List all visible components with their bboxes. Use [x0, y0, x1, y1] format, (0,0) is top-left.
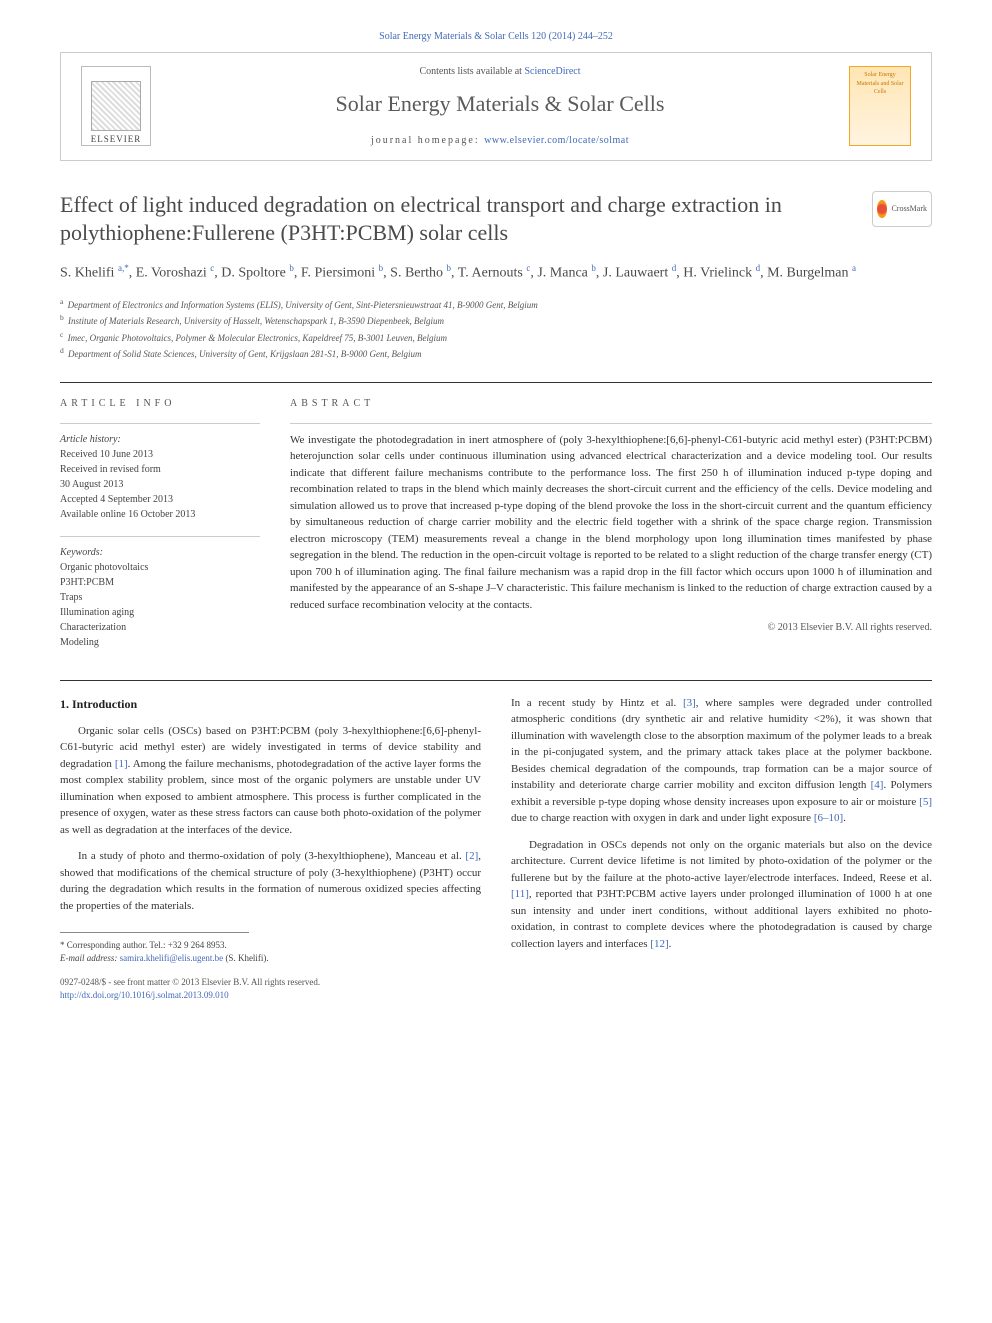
- homepage-label: journal homepage:: [371, 135, 484, 146]
- contents-line: Contents lists available at ScienceDirec…: [151, 65, 849, 79]
- elsevier-name: ELSEVIER: [91, 133, 142, 146]
- abstract-label: ABSTRACT: [290, 397, 932, 411]
- history-line: Received 10 June 2013: [60, 447, 260, 462]
- authors: S. Khelifi a,*, E. Voroshazi c, D. Spolt…: [60, 262, 932, 284]
- divider: [290, 423, 932, 424]
- section-heading: 1. Introduction: [60, 695, 481, 713]
- journal-cover-thumbnail: Solar Energy Materials and Solar Cells: [849, 66, 911, 146]
- history-line: Accepted 4 September 2013: [60, 492, 260, 507]
- footnotes: * Corresponding author. Tel.: +32 9 264 …: [60, 939, 481, 964]
- email-line: E-mail address: samira.khelifi@elis.ugen…: [60, 952, 481, 965]
- keyword: Modeling: [60, 635, 260, 650]
- homepage-line: journal homepage: www.elsevier.com/locat…: [151, 134, 849, 148]
- corresponding-author: * Corresponding author. Tel.: +32 9 264 …: [60, 939, 481, 952]
- breadcrumb-link[interactable]: Solar Energy Materials & Solar Cells 120…: [379, 31, 613, 42]
- divider: [60, 423, 260, 424]
- reference-link[interactable]: [4]: [871, 779, 884, 791]
- abstract-text: We investigate the photodegradation in i…: [290, 432, 932, 614]
- journal-header: ELSEVIER Contents lists available at Sci…: [60, 52, 932, 161]
- keywords-label: Keywords:: [60, 545, 260, 560]
- contents-prefix: Contents lists available at: [419, 66, 524, 77]
- email-label: E-mail address:: [60, 953, 120, 963]
- article-info-row: ARTICLE INFO Article history: Received 1…: [60, 397, 932, 650]
- keyword: Traps: [60, 590, 260, 605]
- title-row: Effect of light induced degradation on e…: [60, 191, 932, 248]
- left-column: 1. Introduction Organic solar cells (OSC…: [60, 695, 481, 1002]
- abstract-column: ABSTRACT We investigate the photodegrada…: [290, 397, 932, 650]
- elsevier-tree-icon: [91, 81, 141, 131]
- body-paragraph: In a study of photo and thermo-oxidation…: [60, 848, 481, 914]
- reference-link[interactable]: [2]: [465, 850, 478, 862]
- doi-link[interactable]: http://dx.doi.org/10.1016/j.solmat.2013.…: [60, 990, 229, 1000]
- keyword: P3HT:PCBM: [60, 575, 260, 590]
- elsevier-logo: ELSEVIER: [81, 66, 151, 146]
- keyword: Illumination aging: [60, 605, 260, 620]
- sciencedirect-link[interactable]: ScienceDirect: [524, 66, 580, 77]
- abstract-copyright: © 2013 Elsevier B.V. All rights reserved…: [290, 621, 932, 635]
- crossmark-badge[interactable]: CrossMark: [872, 191, 932, 227]
- keyword: Characterization: [60, 620, 260, 635]
- history-line: Received in revised form: [60, 462, 260, 477]
- affiliation-line: c Imec, Organic Photovoltaics, Polymer &…: [60, 329, 932, 346]
- reference-link[interactable]: [6–10]: [814, 812, 843, 824]
- affiliations: a Department of Electronics and Informat…: [60, 296, 932, 362]
- history-line: Available online 16 October 2013: [60, 507, 260, 522]
- divider: [60, 680, 932, 681]
- reference-link[interactable]: [3]: [683, 697, 696, 709]
- reference-link[interactable]: [11]: [511, 888, 529, 900]
- email-name: (S. Khelifi).: [223, 953, 269, 963]
- email-link[interactable]: samira.khelifi@elis.ugent.be: [120, 953, 224, 963]
- article-history: Article history: Received 10 June 2013Re…: [60, 432, 260, 522]
- crossmark-icon: [877, 200, 887, 218]
- body-paragraph: Organic solar cells (OSCs) based on P3HT…: [60, 723, 481, 839]
- article-title: Effect of light induced degradation on e…: [60, 191, 860, 248]
- body-paragraph: In a recent study by Hintz et al. [3], w…: [511, 695, 932, 827]
- body-paragraph: Degradation in OSCs depends not only on …: [511, 837, 932, 953]
- reference-link[interactable]: [5]: [919, 796, 932, 808]
- footnote-separator: [60, 932, 249, 933]
- affiliation-line: b Institute of Materials Research, Unive…: [60, 312, 932, 329]
- header-center: Contents lists available at ScienceDirec…: [151, 65, 849, 148]
- affiliation-line: d Department of Solid State Sciences, Un…: [60, 345, 932, 362]
- issn-line: 0927-0248/$ - see front matter © 2013 El…: [60, 976, 481, 989]
- history-line: 30 August 2013: [60, 477, 260, 492]
- breadcrumb: Solar Energy Materials & Solar Cells 120…: [60, 30, 932, 44]
- journal-name: Solar Energy Materials & Solar Cells: [151, 89, 849, 120]
- divider: [60, 382, 932, 383]
- article-info-left: ARTICLE INFO Article history: Received 1…: [60, 397, 260, 650]
- reference-link[interactable]: [1]: [115, 758, 128, 770]
- homepage-url[interactable]: www.elsevier.com/locate/solmat: [484, 135, 629, 146]
- bottom-meta: 0927-0248/$ - see front matter © 2013 El…: [60, 976, 481, 1001]
- divider: [60, 536, 260, 537]
- affiliation-line: a Department of Electronics and Informat…: [60, 296, 932, 313]
- right-column: In a recent study by Hintz et al. [3], w…: [511, 695, 932, 1002]
- reference-link[interactable]: [12]: [650, 938, 668, 950]
- history-label: Article history:: [60, 432, 260, 447]
- keywords: Keywords: Organic photovoltaicsP3HT:PCBM…: [60, 545, 260, 650]
- keyword: Organic photovoltaics: [60, 560, 260, 575]
- body-columns: 1. Introduction Organic solar cells (OSC…: [60, 695, 932, 1002]
- crossmark-label: CrossMark: [891, 203, 927, 214]
- article-info-label: ARTICLE INFO: [60, 397, 260, 411]
- cover-text: Solar Energy Materials and Solar Cells: [857, 72, 904, 95]
